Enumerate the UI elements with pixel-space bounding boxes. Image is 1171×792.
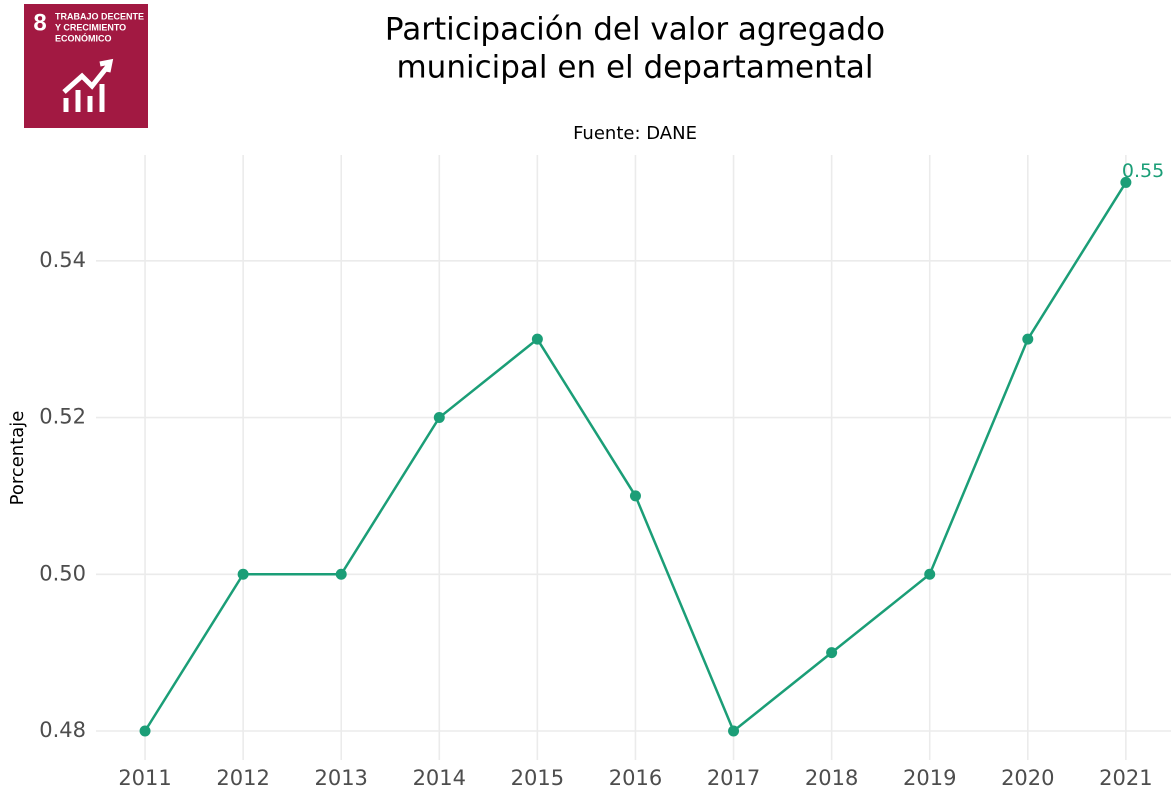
logo-text: Y CRECIMIENTO: [55, 22, 126, 32]
chart-subtitle: Fuente: DANE: [573, 123, 697, 144]
chart-title: municipal en el departamental: [396, 50, 873, 86]
logo-number: 8: [33, 9, 46, 36]
point: [433, 412, 445, 424]
x-tick-label: 2016: [609, 766, 662, 790]
grid: [96, 155, 1171, 760]
point: [924, 568, 936, 580]
x-tick-label: 2019: [903, 766, 956, 790]
x-tick-label: 2021: [1099, 766, 1152, 790]
point: [826, 647, 838, 659]
logo-icon: [62, 58, 114, 112]
point: [1022, 333, 1034, 345]
point: [629, 490, 641, 502]
point: [335, 568, 347, 580]
x-tick-label: 2012: [216, 766, 269, 790]
x-tick-label: 2017: [707, 766, 760, 790]
point: [531, 333, 543, 345]
sdg-logo: 8 TRABAJO DECENTE Y CRECIMIENTO ECONÓMIC…: [24, 4, 148, 128]
plot: 0.55: [139, 160, 1164, 737]
point: [728, 725, 740, 737]
point: [1120, 176, 1132, 188]
chart-title: Participación del valor agregado: [385, 12, 885, 48]
x-tick-label: 2013: [314, 766, 367, 790]
y-tick-label: 0.48: [39, 718, 86, 742]
y-tick-label: 0.50: [39, 561, 86, 585]
x-tick-label: 2014: [413, 766, 466, 790]
y-tick-label: 0.54: [39, 248, 86, 272]
x-tick-label: 2011: [118, 766, 171, 790]
logo-text: TRABAJO DECENTE: [55, 11, 144, 21]
x-tick-label: 2020: [1001, 766, 1054, 790]
y-tick-label: 0.52: [39, 405, 86, 429]
y-axis-label: Porcentaje: [7, 411, 28, 506]
point: [139, 725, 151, 737]
x-tick-label: 2018: [805, 766, 858, 790]
logo-background: [24, 4, 148, 128]
logo-text: ECONÓMICO: [55, 32, 112, 43]
x-tick-label: 2015: [511, 766, 564, 790]
value-label: 0.55: [1122, 160, 1164, 182]
point: [237, 568, 249, 580]
